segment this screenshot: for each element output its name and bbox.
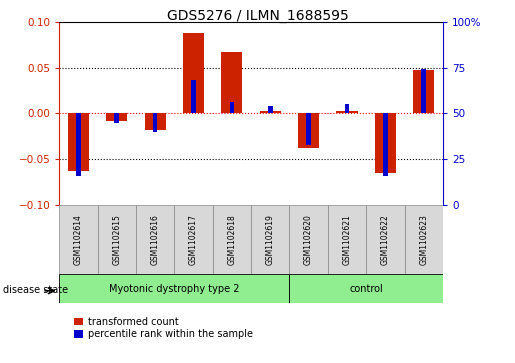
Bar: [375, 113, 396, 173]
Text: GDS5276 / ILMN_1688595: GDS5276 / ILMN_1688595: [167, 9, 348, 23]
Bar: [174, 205, 213, 274]
Bar: [366, 205, 405, 274]
Text: GSM1102623: GSM1102623: [419, 214, 428, 265]
Bar: [251, 205, 289, 274]
Text: GSM1102616: GSM1102616: [151, 214, 160, 265]
Text: GSM1102619: GSM1102619: [266, 214, 274, 265]
Bar: [213, 205, 251, 274]
Bar: [306, 113, 311, 144]
Text: disease state: disease state: [3, 285, 67, 295]
Text: GSM1102614: GSM1102614: [74, 214, 83, 265]
Bar: [345, 104, 349, 113]
Bar: [153, 113, 158, 132]
Text: GSM1102615: GSM1102615: [112, 214, 121, 265]
Text: GSM1102622: GSM1102622: [381, 214, 390, 265]
Text: GSM1102621: GSM1102621: [342, 214, 351, 265]
Bar: [289, 205, 328, 274]
Bar: [59, 274, 289, 303]
Bar: [98, 205, 136, 274]
Text: GSM1102618: GSM1102618: [228, 214, 236, 265]
Bar: [260, 111, 281, 113]
Bar: [68, 113, 89, 171]
Text: GSM1102617: GSM1102617: [189, 214, 198, 265]
Bar: [76, 113, 81, 176]
Bar: [183, 33, 204, 113]
Bar: [114, 113, 119, 123]
Bar: [413, 70, 434, 113]
Bar: [59, 205, 98, 274]
Legend: transformed count, percentile rank within the sample: transformed count, percentile rank withi…: [74, 317, 253, 339]
Bar: [191, 81, 196, 113]
Bar: [230, 102, 234, 113]
Bar: [336, 111, 357, 113]
Text: control: control: [349, 284, 383, 294]
Bar: [328, 205, 366, 274]
Bar: [268, 106, 272, 113]
Bar: [145, 113, 166, 130]
Bar: [404, 205, 443, 274]
Bar: [289, 274, 443, 303]
Text: GSM1102620: GSM1102620: [304, 214, 313, 265]
Bar: [221, 52, 243, 113]
Bar: [136, 205, 174, 274]
Text: Myotonic dystrophy type 2: Myotonic dystrophy type 2: [109, 284, 239, 294]
Bar: [298, 113, 319, 148]
Bar: [106, 113, 127, 121]
Bar: [421, 69, 426, 113]
Bar: [383, 113, 388, 176]
